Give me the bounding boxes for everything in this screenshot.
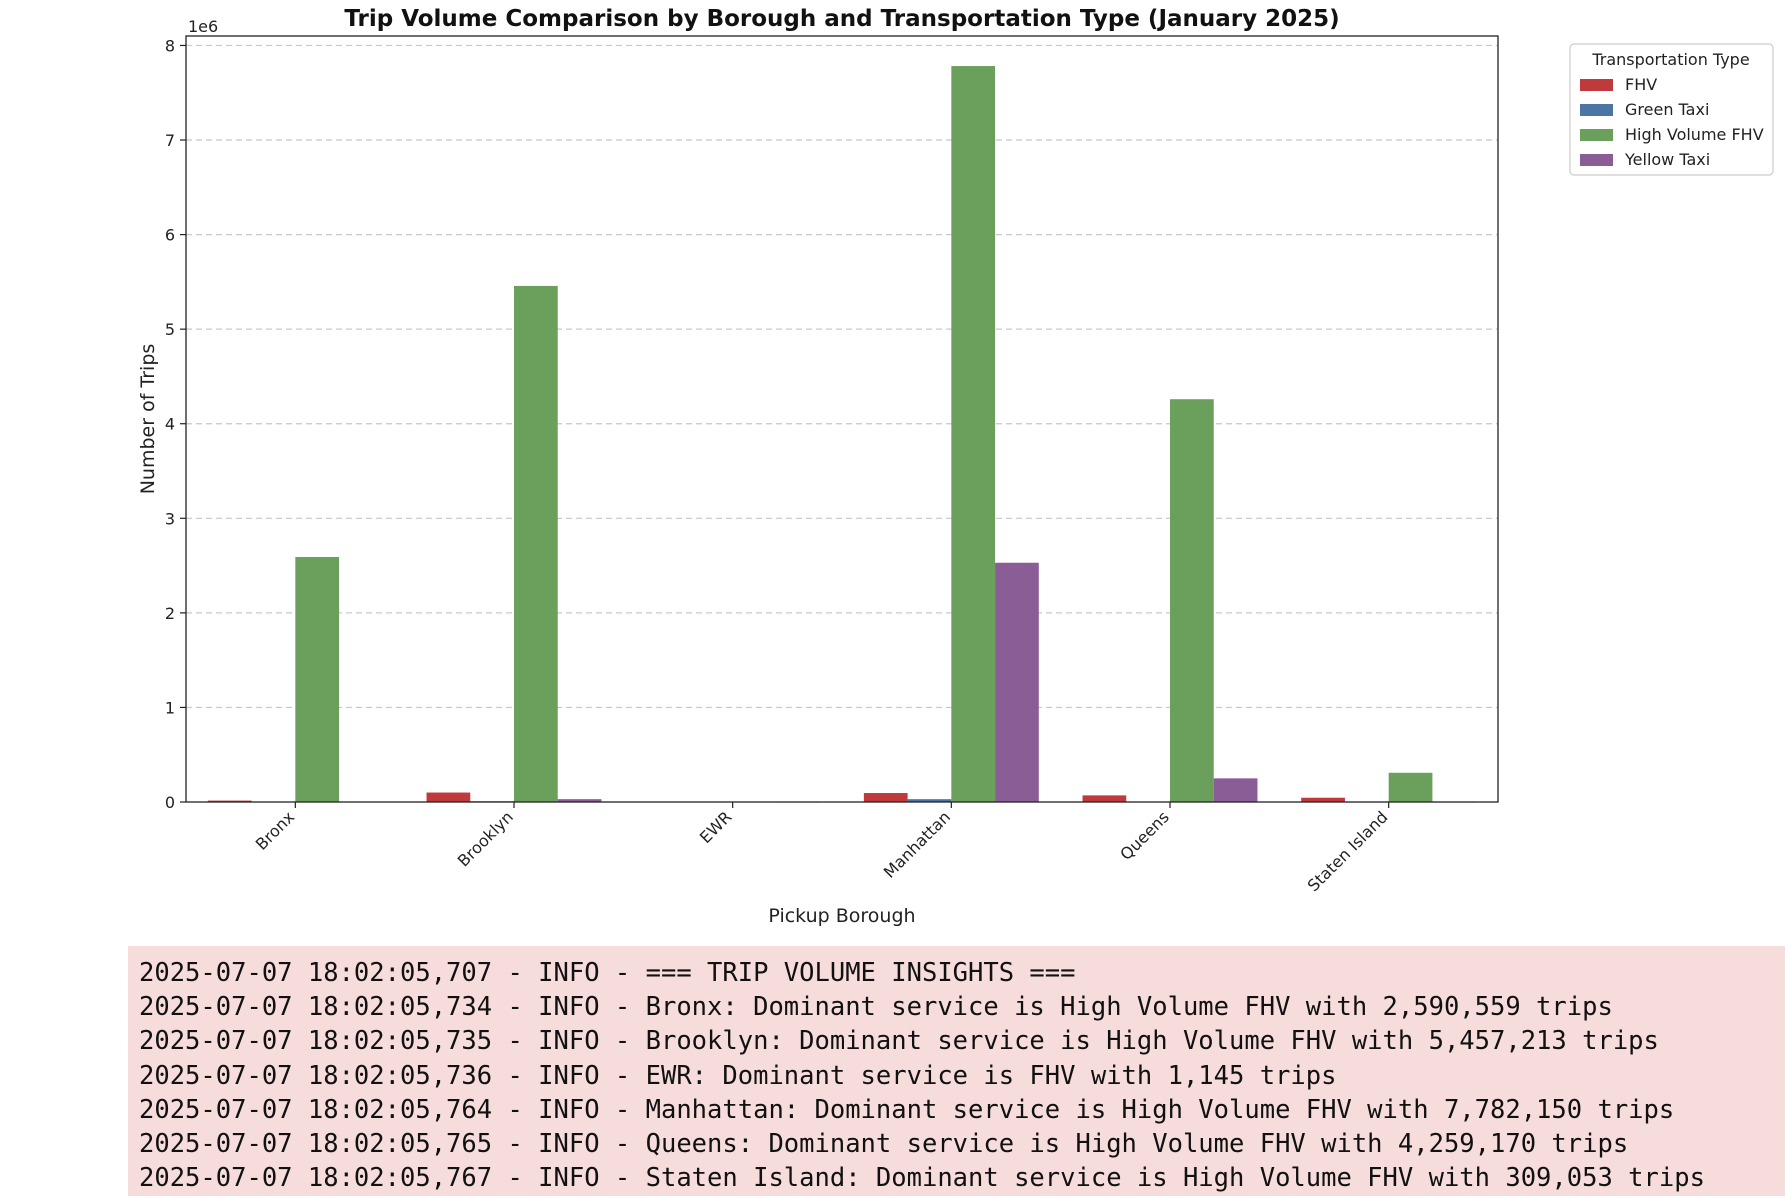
chart-title: Trip Volume Comparison by Borough and Tr… (344, 6, 1339, 32)
bar-fhv-queens (1082, 795, 1127, 802)
bars (207, 66, 1477, 803)
y-axis: 0 1 2 3 4 5 6 7 8 (165, 36, 186, 812)
legend-label: FHV (1625, 75, 1657, 94)
x-tick-label: Queens (1116, 807, 1173, 864)
legend-label: High Volume FHV (1625, 125, 1764, 144)
x-tick-label: EWR (696, 807, 736, 847)
bar-yellow-taxi-manhattan (995, 562, 1039, 802)
bar-high-volume-fhv-brooklyn (514, 285, 558, 802)
x-tick-label: Brooklyn (454, 807, 517, 870)
bar-high-volume-fhv-queens (1170, 399, 1214, 802)
x-tick-label: Manhattan (880, 807, 954, 881)
bar-yellow-taxi-queens (1213, 778, 1258, 802)
bar-fhv-staten-island (1301, 797, 1345, 802)
log-line: 2025-07-07 18:02:05,764 - INFO - Manhatt… (139, 1094, 1675, 1125)
bar-high-volume-fhv-staten-island (1388, 772, 1433, 802)
x-axis: Bronx Brooklyn EWR Manhattan Queens Staten Is… (252, 802, 1392, 895)
x-tick-label: Staten Island (1304, 807, 1392, 895)
chart-area: Trip Volume Comparison by Borough and Tr… (137, 6, 1774, 927)
y-tick-label: 6 (165, 226, 175, 245)
legend: Transportation Type FHV Green Taxi High Vo… (1569, 43, 1774, 176)
bar-high-volume-fhv-bronx (295, 557, 340, 802)
y-tick-label: 2 (165, 604, 175, 623)
legend-frame (1569, 43, 1774, 176)
log-line: 2025-07-07 18:02:05,765 - INFO - Queens:… (139, 1129, 1629, 1160)
log-line: 2025-07-07 18:02:05,767 - INFO - Staten … (139, 1163, 1705, 1194)
legend-swatch (1580, 154, 1613, 166)
log-output-panel: 2025-07-07 18:02:05,707 - INFO - === TRI… (128, 946, 1785, 1196)
log-line: 2025-07-07 18:02:05,707 - INFO - === TRI… (139, 958, 1076, 988)
log-line: 2025-07-07 18:02:05,734 - INFO - Bronx: … (139, 992, 1613, 1023)
y-tick-label: 5 (165, 320, 175, 339)
legend-title: Transportation Type (1591, 50, 1749, 69)
log-line: 2025-07-07 18:02:05,736 - INFO - EWR: Do… (139, 1060, 1337, 1091)
bar-yellow-taxi-brooklyn (557, 799, 602, 802)
bar-high-volume-fhv-manhattan (951, 66, 996, 802)
y-tick-label: 8 (165, 36, 175, 55)
y-tick-label: 3 (165, 509, 175, 528)
legend-label: Green Taxi (1625, 100, 1709, 119)
y-axis-offset-label: 1e6 (188, 17, 218, 36)
x-tick-label: Bronx (252, 807, 298, 853)
bar-fhv-brooklyn (426, 792, 471, 802)
y-tick-label: 0 (165, 793, 175, 812)
legend-swatch (1580, 79, 1613, 91)
y-tick-label: 7 (165, 131, 175, 150)
bar-green-taxi-manhattan (907, 799, 952, 802)
bar-fhv-bronx (207, 800, 252, 802)
grid-lines (186, 44, 1498, 709)
y-tick-label: 4 (165, 415, 175, 434)
y-tick-label: 1 (165, 698, 175, 717)
legend-swatch (1580, 129, 1613, 141)
legend-label: Yellow Taxi (1624, 150, 1710, 169)
plot-frame (185, 35, 1499, 803)
legend-swatch (1580, 104, 1613, 116)
log-line: 2025-07-07 18:02:05,735 - INFO - Brookly… (139, 1026, 1659, 1057)
x-axis-title: Pickup Borough (768, 905, 915, 927)
bar-chart: Trip Volume Comparison by Borough and Tr… (137, 6, 1774, 927)
bar-fhv-manhattan (863, 793, 908, 802)
y-axis-title: Number of Trips (137, 344, 159, 495)
